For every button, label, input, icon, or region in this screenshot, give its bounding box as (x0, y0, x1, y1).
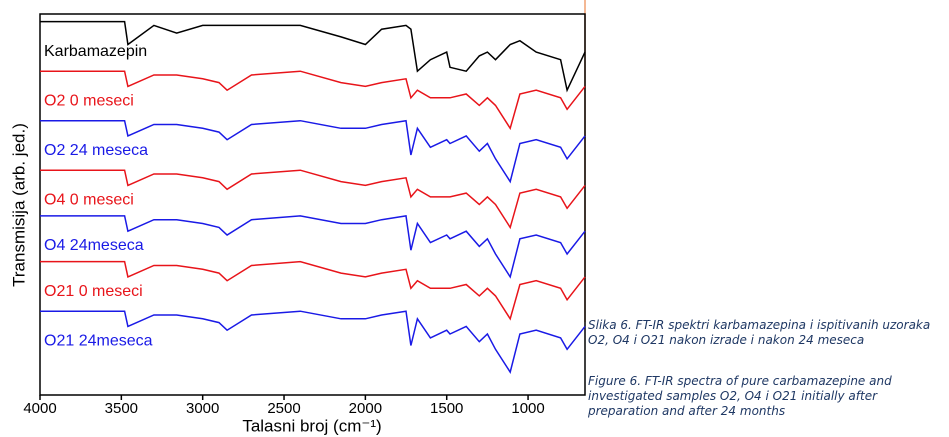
series-label: O2 24 meseca (44, 142, 148, 159)
series-label: O21 24meseca (44, 332, 153, 349)
spectrum-line (40, 20, 586, 93)
caption-en: Figure 6. FT-IR spectra of pure carbamaz… (588, 374, 892, 418)
series-label: O4 24meseca (44, 237, 144, 254)
spectrum-line (40, 119, 586, 184)
y-axis-label: Transmisija (arb. jed.) (9, 123, 28, 287)
spectrum-line (40, 310, 586, 374)
x-tick-label: 2000 (349, 400, 382, 417)
caption-sr: Slika 6. FT-IR spektri karbamazepina i i… (588, 318, 931, 347)
spectrum-line (40, 169, 586, 230)
series-label: O2 0 meseci (44, 92, 134, 109)
series-label: O4 0 meseci (44, 191, 134, 208)
x-tick-label: 4000 (23, 400, 56, 417)
plot-frame (39, 13, 586, 396)
x-tick-label: 3500 (105, 400, 138, 417)
x-tick-label: 2500 (267, 400, 300, 417)
x-axis-label: Talasni broj (cm⁻¹) (242, 416, 381, 435)
series-label: Karbamazepin (44, 43, 147, 60)
spectrum-line (40, 215, 586, 279)
x-tick-label: 1000 (511, 400, 544, 417)
x-tick-label: 3000 (186, 400, 219, 417)
x-tick-label: 1500 (430, 400, 463, 417)
series-label: O21 0 meseci (44, 283, 143, 300)
spectrum-line (40, 70, 586, 131)
spectrum-line (40, 260, 586, 321)
